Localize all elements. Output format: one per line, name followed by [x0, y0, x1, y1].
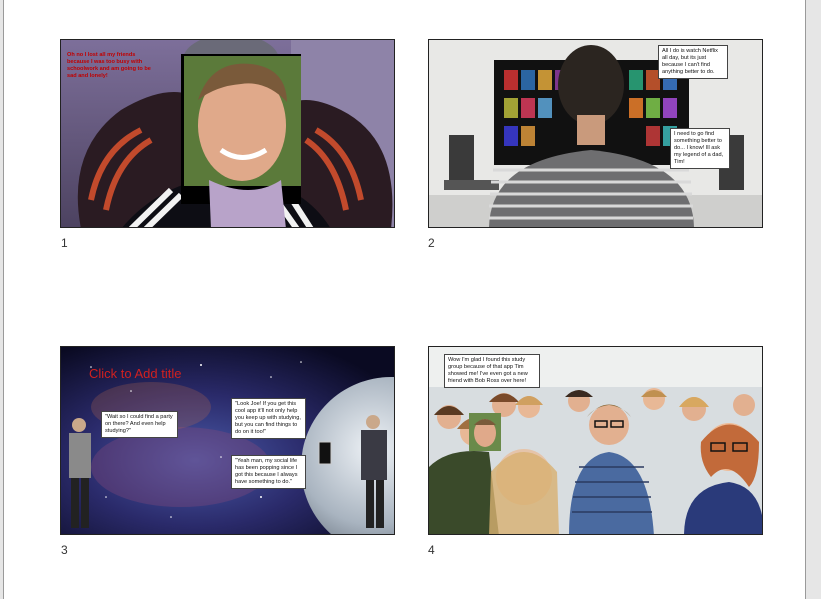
slide-1-thumbnail[interactable]: Oh no I lost all my friends because I wa…: [60, 39, 395, 228]
slide-2-scene: [429, 40, 762, 227]
slide-3-thumbnail[interactable]: Click to Add title "Wait so I could find…: [60, 346, 395, 535]
slide-1-number: 1: [61, 236, 68, 250]
slide-3-speech-bubble-right-bottom: "Yeah man, my social life has been poppi…: [231, 455, 306, 489]
slide-3-scene: [61, 347, 394, 534]
slide-1-scene: [61, 40, 394, 227]
slide-3-speech-bubble-left: "Wait so I could find a party on there? …: [101, 411, 178, 438]
slide-2-speech-bubble-bottom: I need to go find something better to do…: [670, 128, 730, 169]
slide-4-number: 4: [428, 543, 435, 557]
slide-2-speech-bubble-top: All I do is watch Netflix all day, but i…: [658, 45, 728, 79]
slide-2-thumbnail[interactable]: All I do is watch Netflix all day, but i…: [428, 39, 763, 228]
slide-4-speech-bubble: Wow I'm glad I found this study group be…: [444, 354, 540, 388]
slide-2-number: 2: [428, 236, 435, 250]
slide-3-speech-bubble-right-top: "Look Joe! If you get this cool app it'l…: [231, 398, 306, 439]
slide-3-number: 3: [61, 543, 68, 557]
slide-4-scene: [429, 347, 762, 534]
handout-page: Oh no I lost all my friends because I wa…: [3, 0, 806, 599]
slide-4-thumbnail[interactable]: Wow I'm glad I found this study group be…: [428, 346, 763, 535]
slide-3-title-placeholder[interactable]: Click to Add title: [89, 366, 182, 381]
slide-1-caption: Oh no I lost all my friends because I wa…: [67, 52, 151, 79]
